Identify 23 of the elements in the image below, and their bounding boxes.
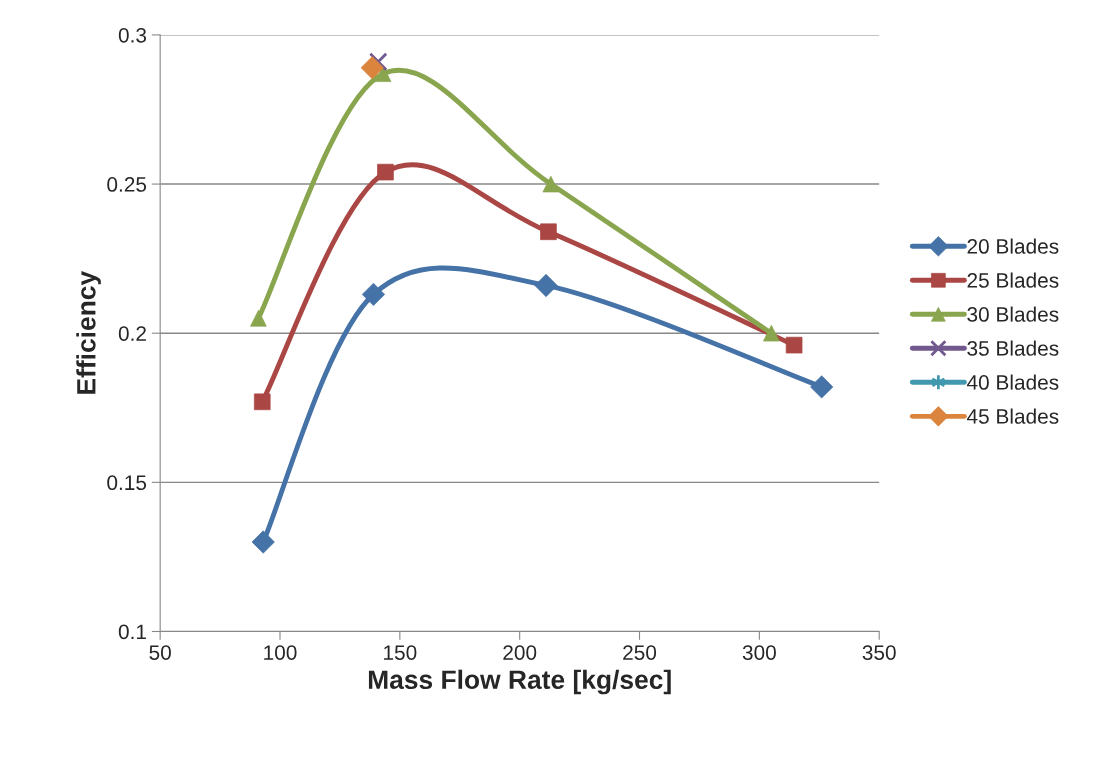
y-tick-label: 0.15: [107, 475, 147, 491]
x-tick-label: 150: [384, 645, 417, 660]
legend-label: 45 Blades: [966, 408, 1059, 424]
point: [360, 56, 384, 80]
legend-label: 20 Blades: [967, 238, 1059, 254]
x-tick-label: 200: [503, 645, 537, 660]
y-tick-label: 0.1: [118, 624, 146, 640]
x-tick-label: 300: [742, 645, 776, 660]
x-axis-title: Mass Flow Rate [kg/sec]: [368, 669, 671, 695]
x-tick-label: 100: [264, 645, 297, 660]
x-tick-label: 350: [862, 645, 896, 660]
x-tick-label: 250: [623, 645, 657, 660]
x-tick-label: 50: [149, 645, 171, 660]
y-tick-label: 0.25: [107, 177, 147, 192]
y-tick-label: 0.2: [118, 326, 146, 341]
legend-label: 35 Blades: [967, 340, 1059, 356]
y-axis-title: Efficiency: [76, 271, 101, 394]
legend-label: 25 Blades: [967, 272, 1059, 288]
legend-label: 30 Blades: [967, 306, 1059, 322]
point: [368, 52, 388, 72]
legend-label: 40 Blades: [966, 374, 1059, 390]
y-tick-label: 0.3: [118, 27, 147, 43]
point: [361, 282, 386, 306]
